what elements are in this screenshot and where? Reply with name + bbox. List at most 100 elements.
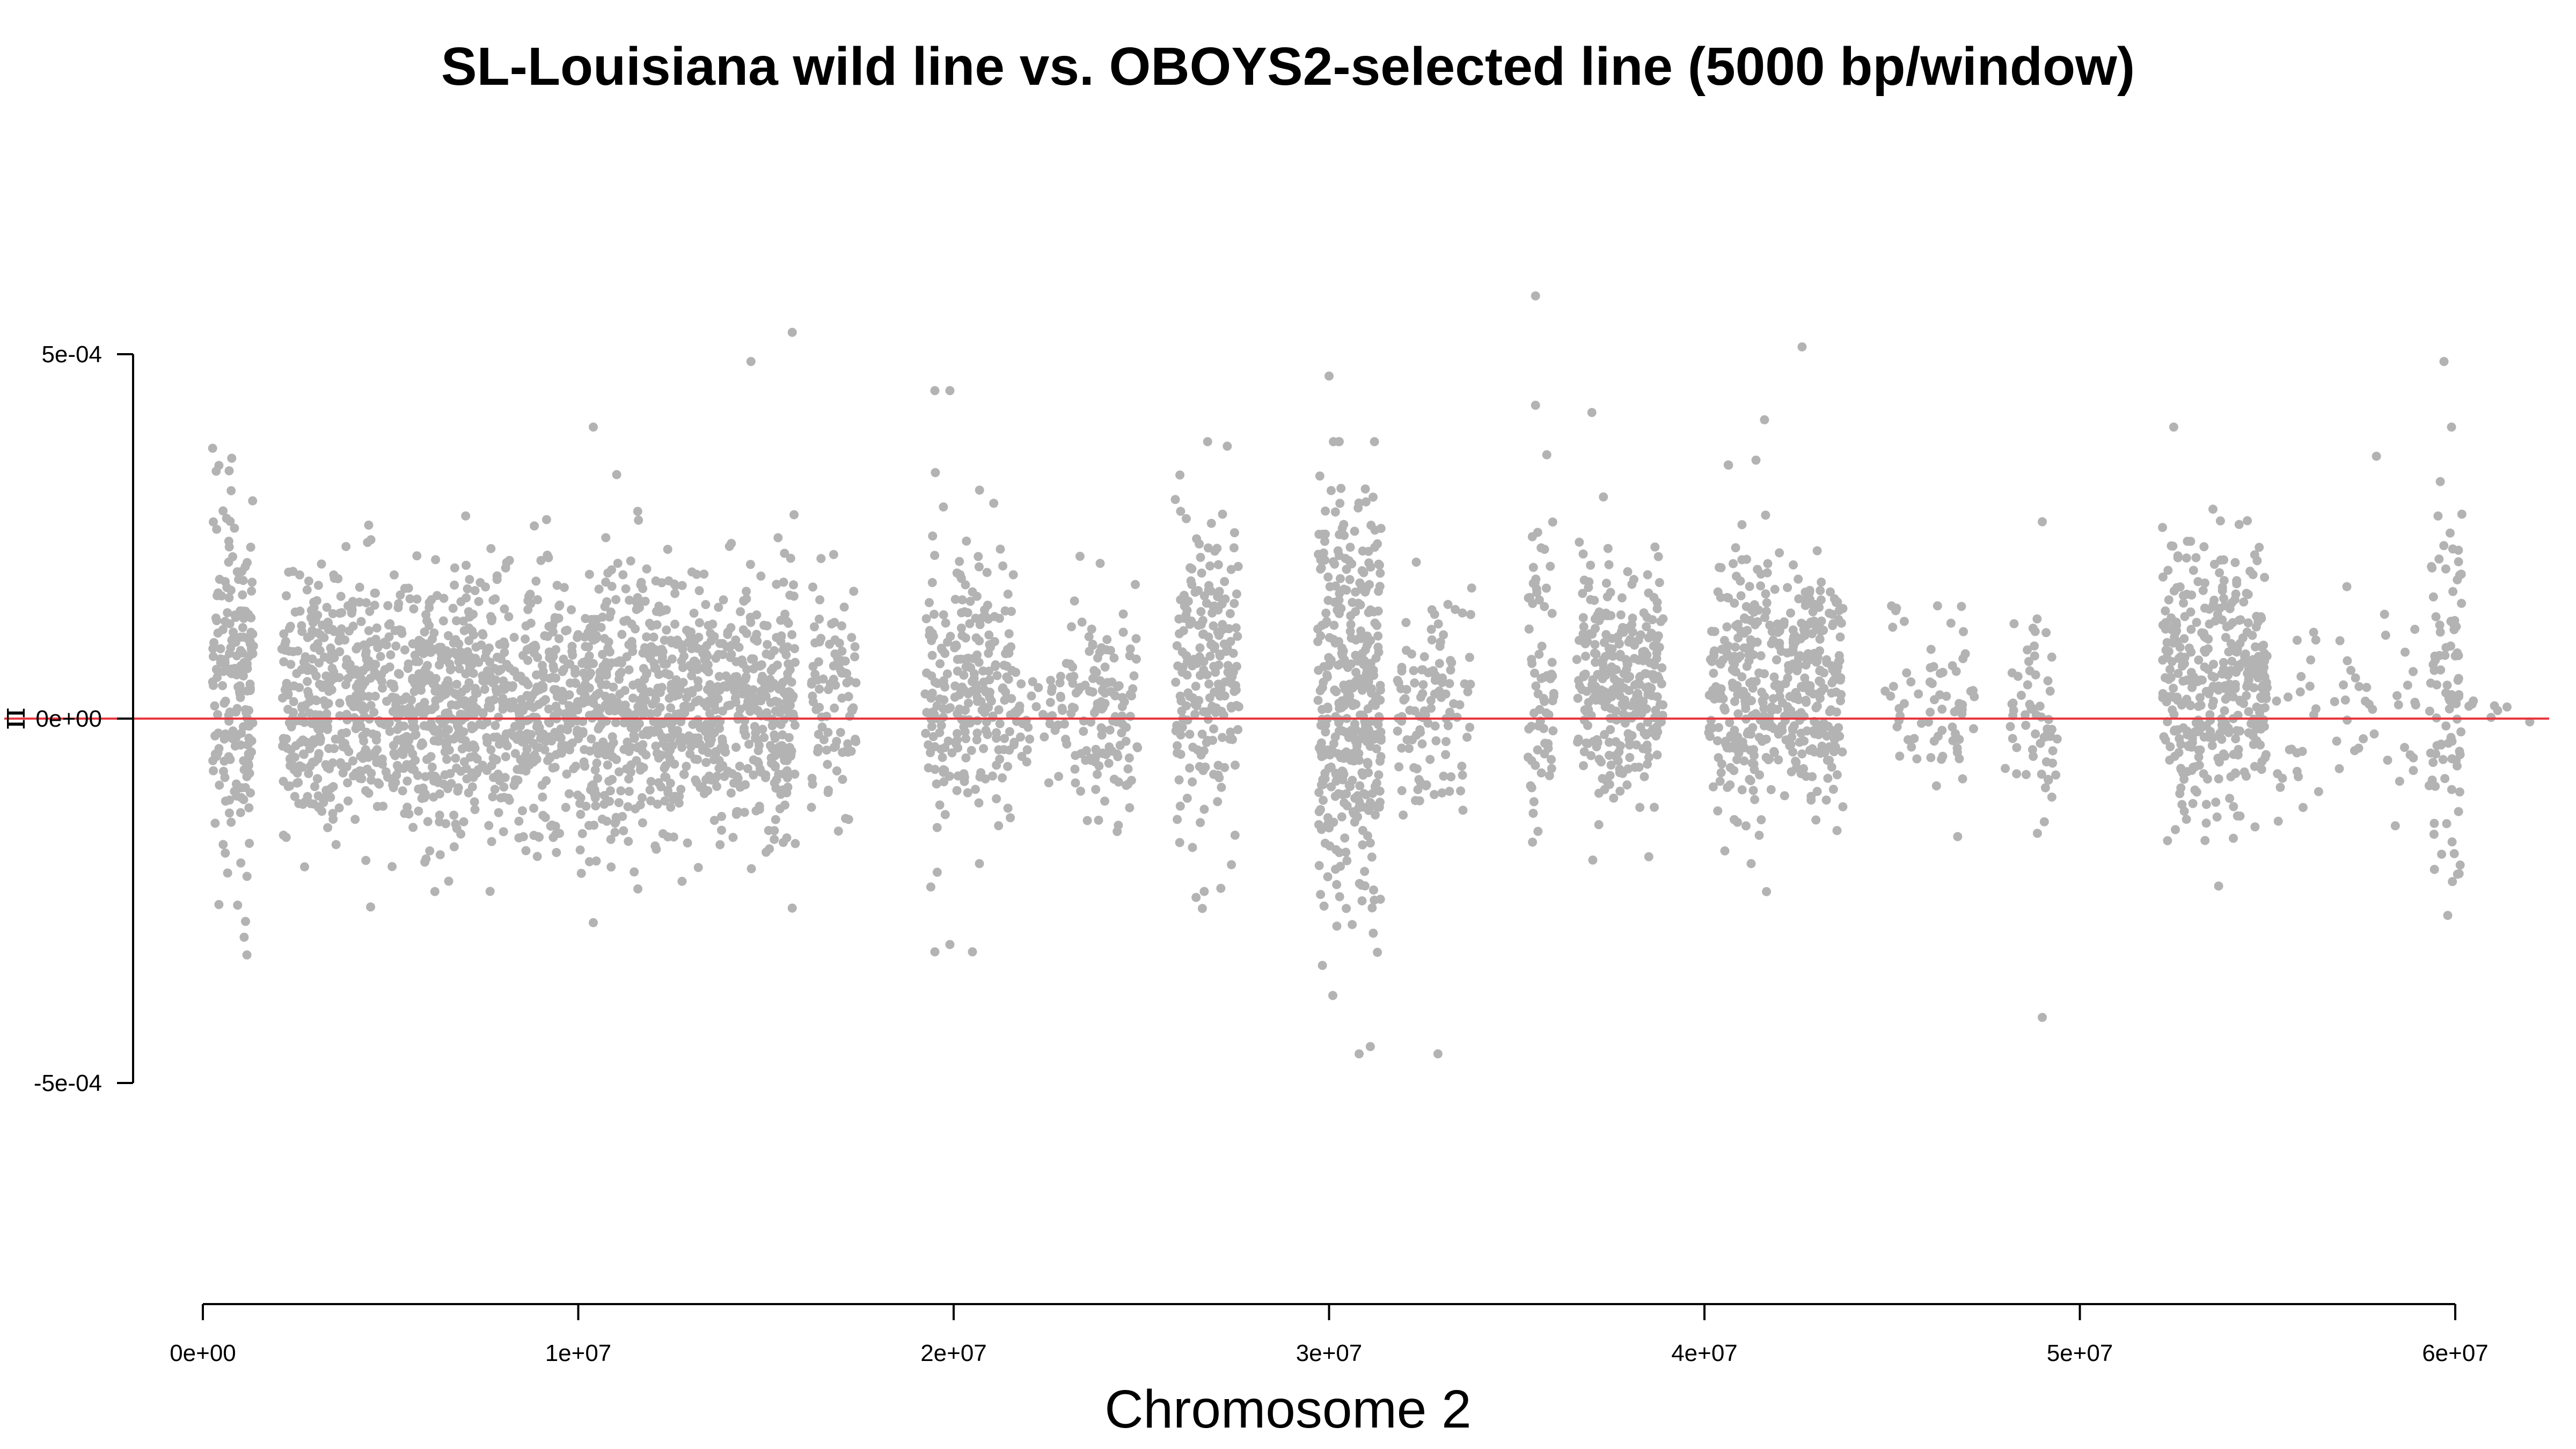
- data-point: [467, 724, 477, 734]
- data-point: [392, 770, 401, 780]
- data-point: [2447, 754, 2457, 764]
- data-point: [590, 793, 600, 803]
- data-point: [1794, 574, 1803, 584]
- data-point: [1598, 655, 1608, 664]
- data-point: [1737, 672, 1747, 682]
- data-point: [238, 623, 247, 632]
- data-point: [666, 802, 676, 812]
- data-point: [1435, 641, 1445, 651]
- outlier-point: [2372, 451, 2381, 461]
- data-point: [769, 679, 779, 688]
- data-point: [396, 590, 405, 600]
- data-point: [290, 792, 299, 801]
- data-point: [986, 642, 996, 652]
- data-point: [835, 639, 844, 648]
- data-point: [642, 564, 652, 574]
- data-point: [478, 720, 488, 730]
- data-point: [371, 735, 381, 745]
- data-point: [1102, 635, 1112, 645]
- data-point: [1609, 685, 1619, 694]
- data-point: [704, 621, 713, 630]
- data-point: [1351, 668, 1360, 677]
- data-point: [526, 730, 536, 740]
- data-point: [2221, 719, 2230, 728]
- data-point: [1584, 705, 1593, 714]
- data-point: [707, 694, 717, 704]
- data-point: [1467, 583, 1476, 593]
- data-point: [790, 720, 800, 730]
- data-point: [241, 606, 250, 616]
- data-point: [1725, 780, 1735, 790]
- data-point: [1706, 715, 1716, 725]
- data-point: [1880, 686, 1890, 696]
- data-point: [1817, 687, 1826, 697]
- data-point: [999, 745, 1009, 755]
- data-point: [1191, 682, 1201, 691]
- data-point: [1605, 648, 1614, 658]
- data-point: [1838, 747, 1847, 757]
- data-point: [1642, 740, 1652, 750]
- data-point: [247, 647, 257, 656]
- data-point: [228, 552, 238, 561]
- data-point: [591, 856, 601, 866]
- data-point: [1762, 568, 1772, 577]
- data-point: [2431, 612, 2441, 621]
- data-point: [421, 854, 431, 863]
- data-point: [1587, 680, 1597, 690]
- data-point: [982, 612, 991, 622]
- data-point: [601, 700, 610, 710]
- data-point: [1747, 758, 1757, 768]
- data-point: [2256, 724, 2266, 734]
- data-point: [1627, 580, 1637, 589]
- data-point: [2447, 785, 2456, 794]
- data-point: [1356, 634, 1366, 643]
- data-point: [1751, 709, 1760, 719]
- data-point: [753, 758, 763, 768]
- data-point: [1219, 711, 1228, 720]
- data-point: [1640, 772, 1649, 781]
- data-point: [1086, 718, 1096, 727]
- data-point: [1634, 655, 1643, 665]
- data-point: [236, 667, 246, 677]
- data-point: [1616, 627, 1626, 636]
- data-point: [1376, 727, 1386, 737]
- data-point: [1125, 803, 1135, 813]
- data-point: [1714, 723, 1723, 733]
- data-point: [2175, 789, 2185, 799]
- data-point: [2257, 642, 2266, 652]
- data-point: [1722, 622, 1732, 632]
- data-point: [303, 677, 312, 686]
- data-point: [226, 486, 236, 495]
- data-point: [341, 541, 351, 551]
- data-point: [1233, 632, 1242, 641]
- y-tick-label: 0e+00: [35, 706, 102, 732]
- data-point: [1214, 660, 1224, 670]
- data-point: [545, 718, 554, 728]
- data-point: [1600, 702, 1610, 712]
- data-point: [749, 699, 759, 709]
- data-point: [1650, 802, 1659, 812]
- data-point: [581, 673, 591, 683]
- data-point: [957, 595, 967, 605]
- data-point: [971, 613, 980, 623]
- data-point: [1838, 604, 1848, 613]
- data-point: [1199, 746, 1209, 756]
- data-point: [1054, 772, 1064, 781]
- data-point: [1105, 725, 1115, 735]
- data-point: [1523, 752, 1533, 762]
- data-point: [327, 663, 337, 673]
- x-tick-label: 4e+07: [1671, 1340, 1738, 1366]
- data-point: [759, 733, 769, 742]
- data-point: [1907, 742, 1916, 752]
- data-point: [559, 583, 569, 592]
- data-point: [1091, 757, 1100, 767]
- data-point: [1894, 704, 1904, 713]
- data-point: [1795, 737, 1804, 747]
- data-point: [504, 555, 514, 565]
- data-point: [2236, 697, 2245, 706]
- data-point: [2251, 642, 2260, 652]
- data-point: [330, 627, 339, 636]
- data-point: [233, 901, 243, 910]
- data-point: [999, 661, 1009, 670]
- data-point: [213, 628, 223, 638]
